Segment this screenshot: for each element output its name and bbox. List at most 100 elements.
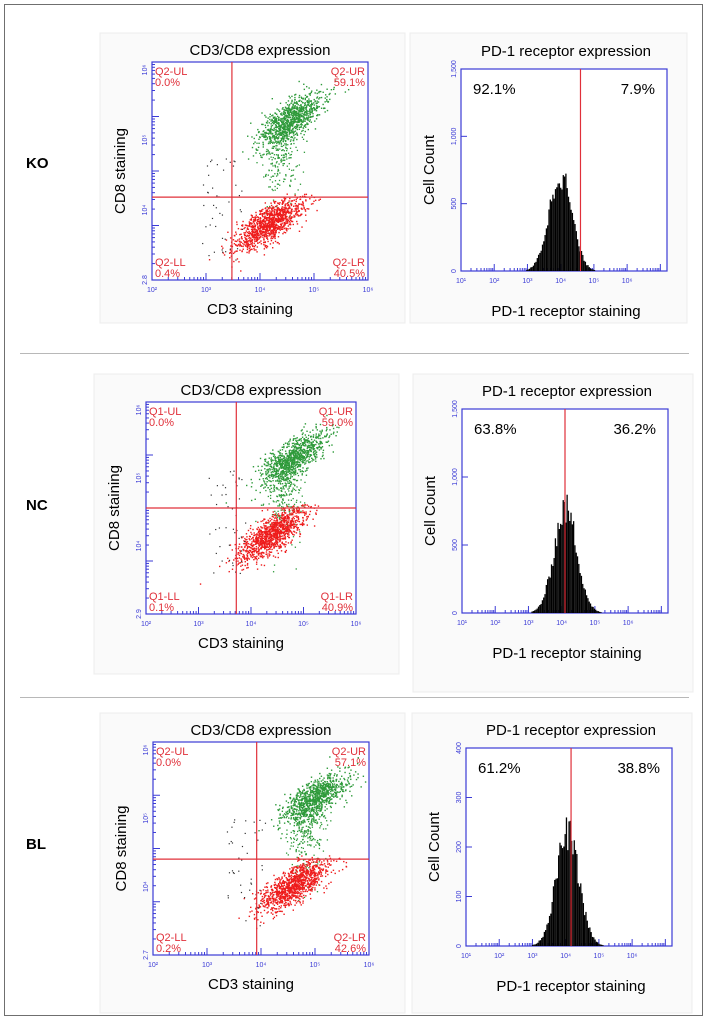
cd8-positive-event [289, 126, 291, 128]
cd8-positive-event [315, 435, 317, 437]
cd8-negative-event [267, 534, 270, 536]
cd8-positive-event [303, 111, 306, 113]
cd8-positive-event [286, 150, 288, 152]
debris-event [233, 160, 235, 162]
debris-event [229, 161, 231, 163]
cd8-negative-event [259, 232, 262, 234]
cd8-positive-event [308, 98, 310, 100]
cd8-positive-event [315, 423, 317, 426]
cd8-negative-event [278, 207, 280, 210]
debris-event [239, 209, 241, 211]
cd8-positive-event [282, 485, 284, 487]
cd8-positive-event [304, 114, 307, 116]
cd8-positive-event [300, 458, 303, 461]
cd8-positive-event [291, 451, 294, 454]
cd8-positive-event [306, 101, 309, 103]
cd8-positive-event [305, 462, 307, 464]
debris-event [241, 550, 243, 552]
cd8-positive-event [258, 142, 260, 145]
cd8-negative-event [260, 537, 262, 540]
cd8-negative-event [260, 555, 263, 558]
cd8-positive-event [272, 129, 275, 132]
cd8-positive-event [291, 124, 293, 127]
cd8-negative-event [292, 524, 294, 526]
cd8-positive-event [276, 142, 278, 145]
cd8-positive-event [275, 462, 278, 464]
cd8-positive-event [303, 452, 306, 454]
cd8-negative-event [274, 219, 277, 222]
cd8-positive-event [286, 115, 288, 117]
cd8-positive-event [290, 102, 292, 105]
cd8-positive-event [291, 135, 293, 138]
cd8-positive-event [302, 457, 305, 460]
cd8-positive-event [293, 452, 295, 454]
cd8-positive-event [289, 110, 292, 112]
cd8-positive-event [297, 104, 299, 106]
cd8-negative-event [301, 226, 303, 228]
cd8-positive-event [298, 96, 300, 99]
cd8-negative-event [272, 543, 275, 546]
cd8-positive-event [308, 440, 311, 443]
cd8-negative-event [278, 213, 280, 216]
cd8-positive-event [294, 455, 297, 457]
cd8-positive-event [296, 463, 298, 465]
cd8-negative-event [266, 535, 268, 537]
cd8-negative-event [269, 226, 271, 229]
cd8-negative-event [270, 536, 273, 538]
cd8-positive-event [304, 103, 306, 105]
cd8-negative-event [313, 525, 316, 527]
cd8-negative-event [250, 214, 253, 216]
cd8-positive-event [291, 169, 293, 172]
cd8-negative-event [279, 539, 282, 541]
cd8-positive-event [274, 112, 277, 115]
cd8-negative-event [244, 537, 246, 540]
cd8-negative-event [277, 529, 280, 532]
histogram-bar [535, 261, 537, 271]
cd8-negative-event [285, 532, 288, 534]
cd8-positive-event [293, 126, 296, 129]
cd8-positive-event [312, 447, 315, 450]
cd8-positive-event [298, 124, 300, 126]
cd8-positive-event [313, 454, 315, 456]
cd8-positive-event [291, 107, 293, 109]
histogram-bar [526, 269, 528, 271]
cd8-negative-event [252, 548, 255, 551]
histogram-x-label: PD-1 receptor staining [492, 645, 641, 662]
cd8-positive-event [278, 489, 280, 491]
cd8-positive-event [276, 145, 278, 147]
cd8-negative-event [305, 511, 307, 513]
cd8-negative-event [246, 240, 248, 242]
cd8-negative-event [301, 504, 303, 507]
cd8-negative-event [279, 202, 281, 204]
cd8-negative-event [248, 225, 250, 227]
cd8-negative-event [294, 202, 297, 205]
cd8-negative-event [263, 239, 265, 241]
cd8-negative-event [247, 245, 250, 247]
cd8-positive-event [251, 136, 253, 138]
cd8-positive-event [264, 477, 267, 480]
cd8-positive-event [295, 118, 297, 121]
cd8-positive-event [284, 484, 287, 487]
cd8-negative-event [248, 244, 250, 246]
histogram-bar [552, 194, 554, 271]
cd8-positive-event [300, 447, 302, 450]
cd8-negative-event [249, 232, 251, 235]
cd8-negative-event [289, 197, 291, 200]
cd8-negative-event [303, 514, 306, 516]
cd8-positive-event [281, 121, 283, 123]
cd8-positive-event [304, 110, 307, 113]
cd8-positive-event [269, 116, 271, 118]
cd8-positive-event [300, 449, 303, 452]
cd8-positive-event [281, 123, 284, 125]
cd8-negative-event [288, 200, 290, 202]
cd8-positive-event [284, 109, 286, 112]
histogram-bar [535, 609, 537, 613]
cd8-negative-event [249, 239, 251, 241]
cd8-positive-event [267, 174, 269, 176]
cd8-negative-event [277, 213, 279, 215]
cd8-negative-event [259, 543, 262, 545]
cd8-positive-event [291, 451, 293, 454]
cd8-positive-event [284, 125, 286, 127]
cd8-negative-event [286, 514, 288, 517]
